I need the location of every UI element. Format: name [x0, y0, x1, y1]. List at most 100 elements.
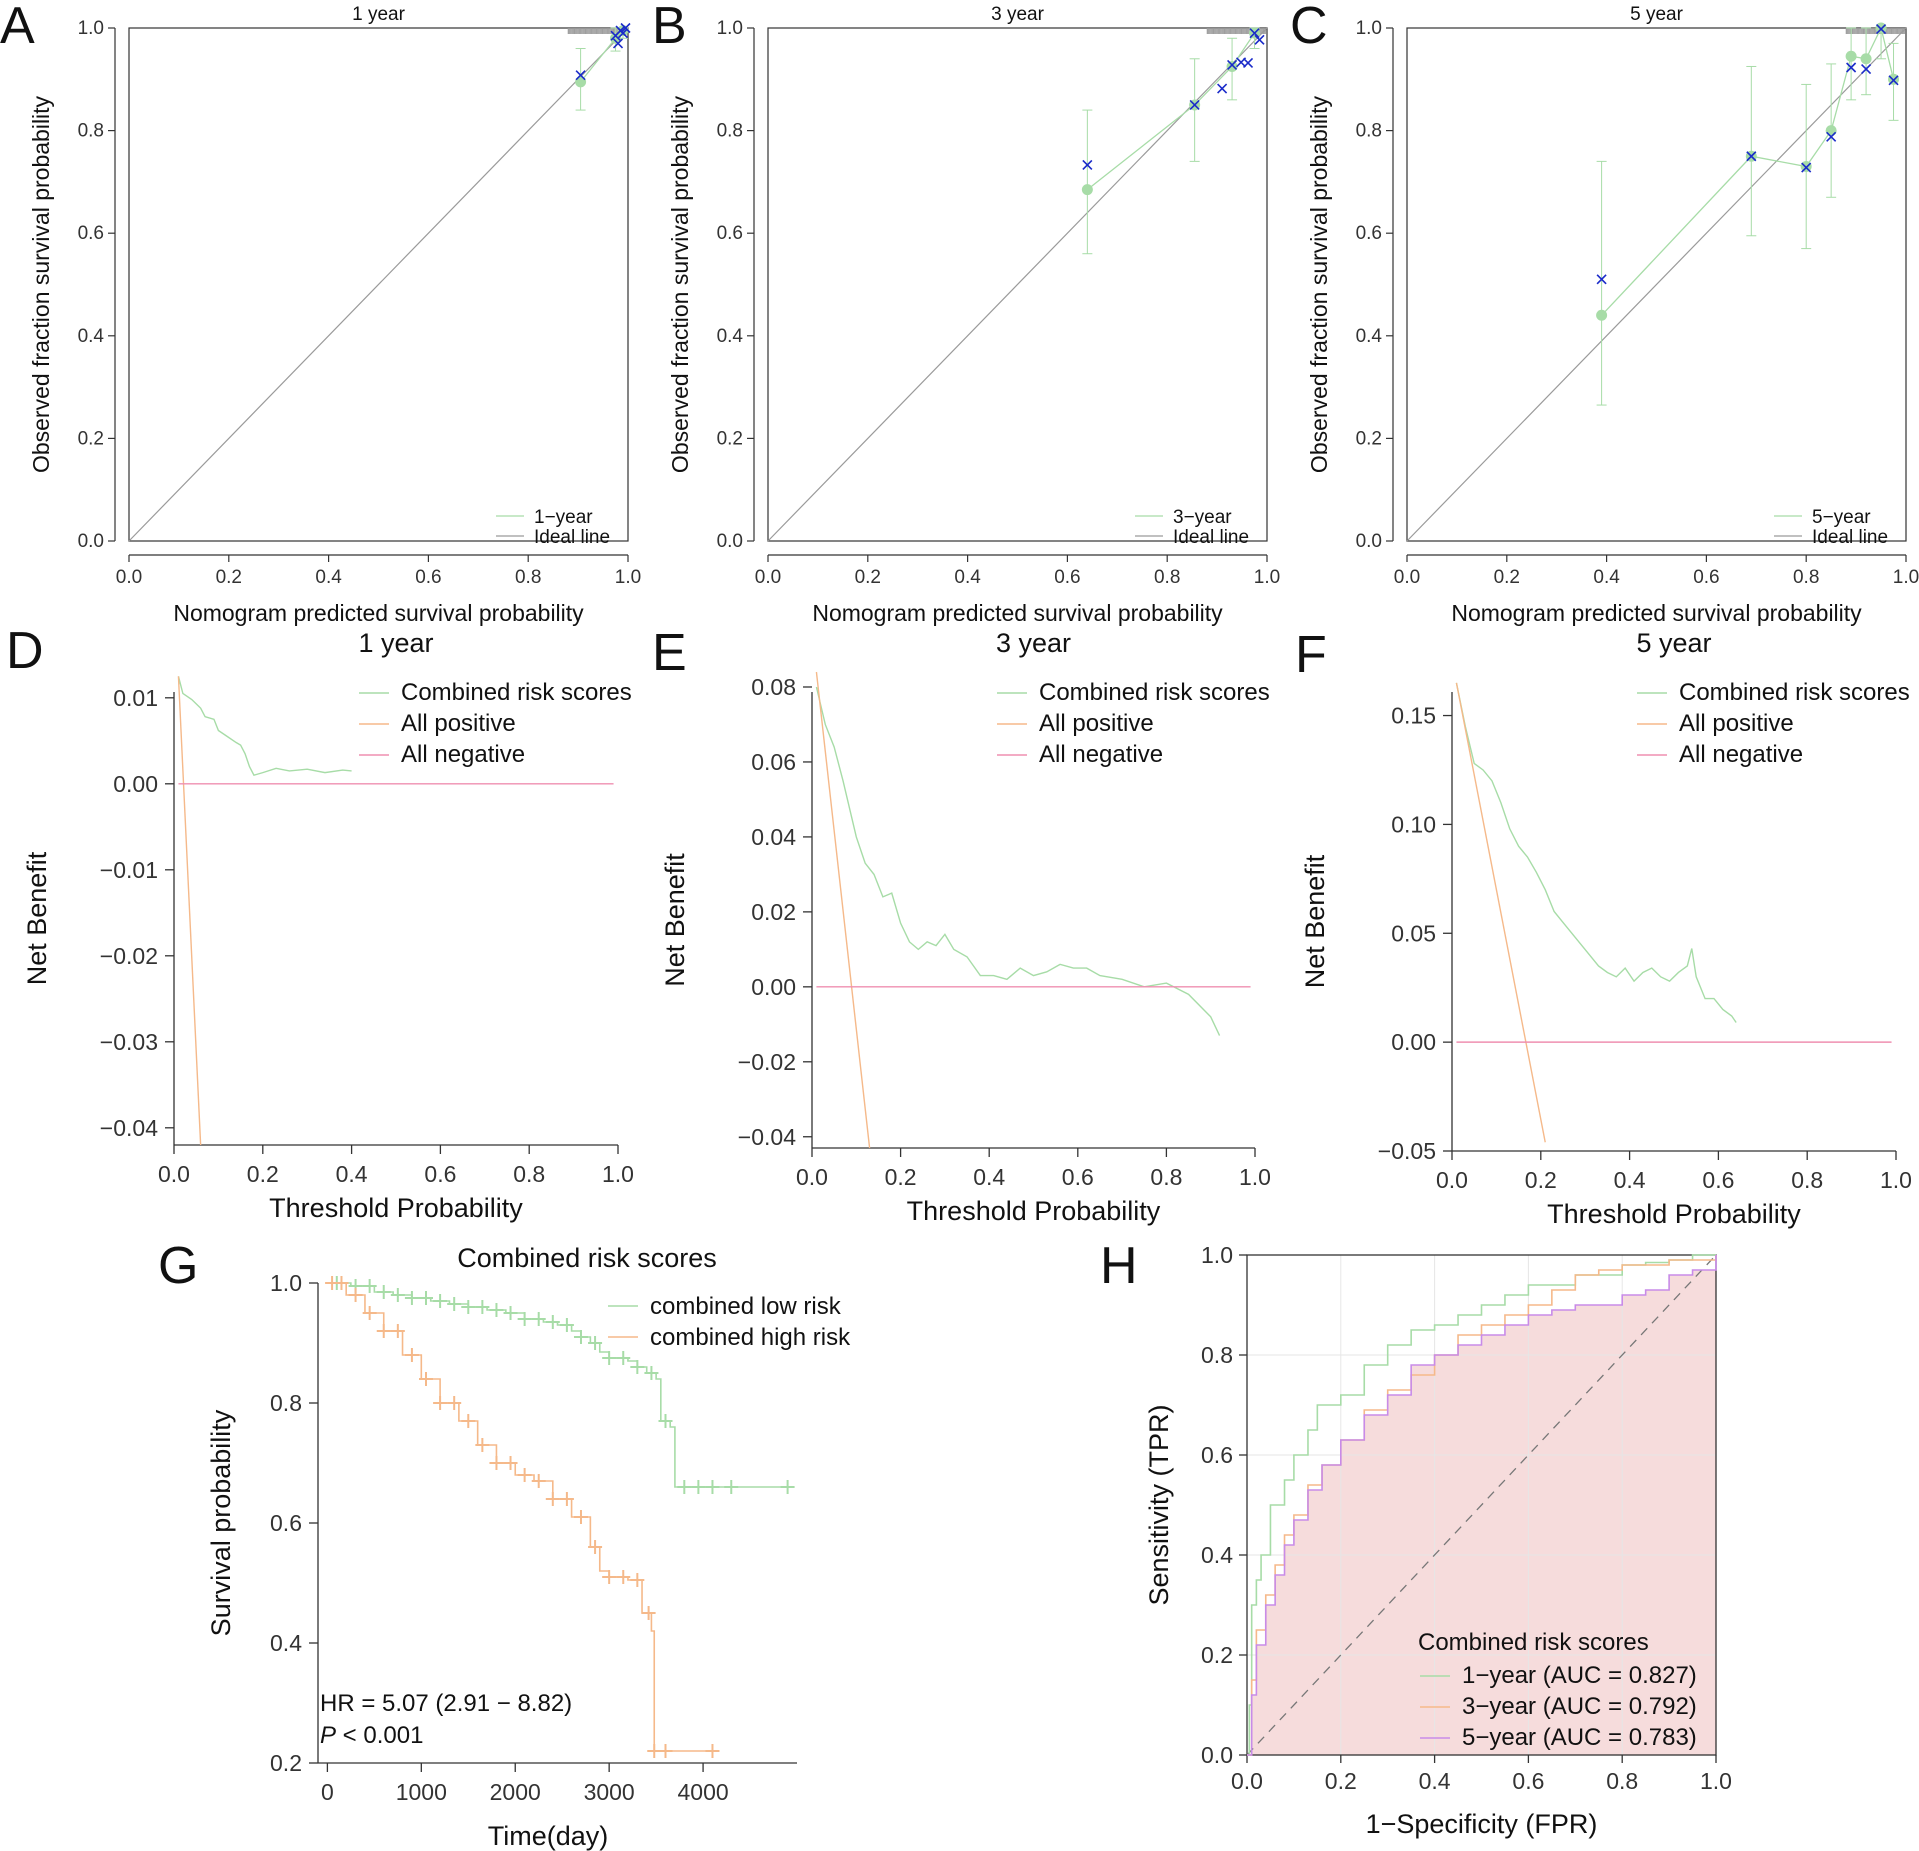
censor-mark: [419, 1372, 434, 1386]
x-axis-label-f: Threshold Probability: [1547, 1199, 1801, 1229]
y-tick-label: 0.4: [717, 326, 744, 347]
plot-frame-b: [767, 27, 1268, 542]
legend-item: combined low risk: [650, 1293, 842, 1320]
censor-mark: [677, 1480, 692, 1494]
legend-item: All positive: [401, 710, 516, 737]
x-tick-label: 0.6: [415, 567, 441, 588]
x-tick-label: 2000: [490, 1779, 541, 1805]
observed-point: [1226, 60, 1238, 72]
x-axis-label-b: Nomogram predicted survival probability: [812, 600, 1223, 626]
censor-mark: [348, 1288, 363, 1302]
y-tick-label: 0.04: [751, 824, 796, 850]
y-tick-label: 0.6: [717, 223, 743, 244]
x-tick-label: 0.2: [855, 567, 881, 588]
chart-title-g: Combined risk scores: [457, 1243, 717, 1273]
panel-letter-e: E: [652, 624, 687, 682]
x-tick-label: 0.8: [1791, 1167, 1823, 1193]
x-tick-label: 0.0: [1231, 1768, 1263, 1794]
corrected-point: [1801, 162, 1812, 173]
panel-letter-f: F: [1295, 626, 1327, 684]
y-axis-label-d: Net Benefit: [22, 851, 52, 985]
p-symbol: P: [320, 1722, 336, 1749]
y-tick-label: 0.0: [78, 531, 104, 552]
y-axis-label-e: Net Benefit: [660, 853, 690, 987]
x-tick-label: 1.0: [615, 567, 641, 588]
censor-mark: [503, 1306, 518, 1320]
combined-risk-line-e: [815, 686, 1221, 1036]
y-tick-label: 0.05: [1391, 920, 1436, 946]
combined-risk-line-f: [1455, 682, 1737, 1023]
y-tick-label: 0.4: [1201, 1542, 1233, 1568]
censor-mark: [545, 1315, 560, 1329]
censor-mark: [447, 1297, 462, 1311]
corrected-point: [617, 28, 629, 39]
high-risk-curve: [327, 1282, 713, 1752]
y-tick-label: 0.2: [270, 1750, 302, 1776]
corrected-mark: [1826, 131, 1837, 142]
x-tick-label: 3000: [584, 1779, 635, 1805]
y-tick-label: −0.04: [100, 1115, 158, 1141]
censor-mark: [658, 1414, 673, 1428]
corrected-mark: [1875, 23, 1887, 35]
y-tick-label: 0.2: [78, 428, 104, 449]
corrected-point: [612, 38, 624, 49]
y-tick-label: 0.06: [751, 749, 796, 775]
x-tick-label: 0.4: [973, 1164, 1005, 1190]
panel-letter-d: D: [6, 622, 44, 680]
censor-mark: [658, 1744, 673, 1758]
censor-mark: [780, 1480, 795, 1494]
y-tick-label: −0.02: [738, 1049, 796, 1075]
x-tick-label: 0.8: [1150, 1164, 1182, 1190]
censor-mark: [503, 1456, 518, 1470]
censor-mark: [390, 1288, 405, 1302]
corrected-point: [1746, 151, 1757, 162]
censor-mark: [630, 1573, 645, 1587]
y-tick-label: 0.01: [113, 685, 158, 711]
observed-point: [1081, 184, 1093, 196]
legend-item: combined high risk: [650, 1324, 851, 1351]
y-tick-label: 1.0: [1356, 18, 1382, 39]
x-tick-label: 1.0: [1880, 1167, 1912, 1193]
x-axis-label-d: Threshold Probability: [269, 1193, 523, 1223]
legend-item: All positive: [1679, 710, 1794, 737]
y-tick-label: 0.00: [113, 771, 158, 797]
x-tick-label: 0.0: [1436, 1167, 1468, 1193]
corrected-point: [1227, 59, 1238, 71]
x-tick-label: 0.6: [1512, 1768, 1544, 1794]
censor-mark: [644, 1366, 659, 1380]
legend-item: All negative: [1039, 741, 1163, 768]
censor-mark: [630, 1360, 645, 1374]
y-axis-label-b: Observed fraction survival probability: [667, 95, 693, 473]
x-axis-label-a: Nomogram predicted survival probability: [173, 600, 584, 626]
censor-mark: [573, 1330, 588, 1344]
chart-title-b: 3 year: [991, 4, 1044, 25]
censor-mark: [404, 1348, 419, 1362]
corrected-mark: [1217, 83, 1228, 94]
plot-frame-c: [1406, 27, 1907, 542]
x-tick-label: 0.2: [216, 567, 242, 588]
x-tick-label: 1.0: [602, 1161, 634, 1187]
ideal-line-c: [1406, 27, 1907, 542]
legend-item: All negative: [1679, 741, 1803, 768]
x-tick-label: 1000: [396, 1779, 447, 1805]
corrected-point: [1596, 274, 1607, 285]
legend-item: Ideal line: [1173, 527, 1249, 548]
corrected-mark: [612, 38, 624, 49]
observed-line-c: [1601, 26, 1895, 316]
chart-title-f: 5 year: [1636, 628, 1711, 658]
corrected-mark: [1227, 59, 1238, 71]
x-tick-label: 0.6: [1062, 1164, 1094, 1190]
legend-item: Combined risk scores: [1039, 679, 1270, 706]
censor-mark: [545, 1492, 560, 1506]
y-tick-label: −0.03: [100, 1029, 158, 1055]
corrected-mark: [1254, 34, 1265, 45]
censor-mark: [602, 1570, 617, 1584]
p-value-text: P < 0.001: [320, 1722, 423, 1749]
censor-mark: [588, 1336, 603, 1350]
corrected-point: [1242, 57, 1254, 68]
censor-mark: [433, 1396, 448, 1410]
diagonal-reference-line: [1246, 1254, 1717, 1756]
y-axis-label-h: Sensitivity (TPR): [1144, 1404, 1174, 1605]
chart-title-c: 5 year: [1630, 4, 1683, 25]
censor-mark: [641, 1606, 656, 1620]
